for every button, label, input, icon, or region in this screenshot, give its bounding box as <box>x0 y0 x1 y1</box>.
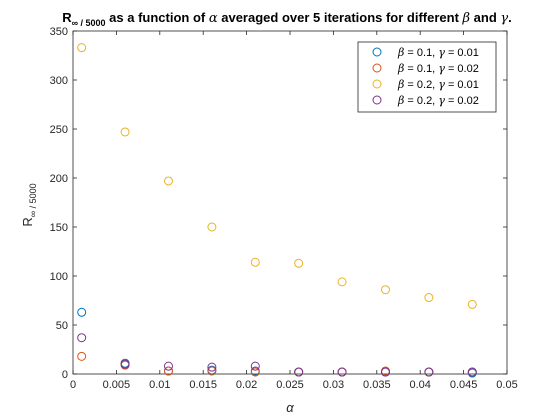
data-point <box>77 351 87 361</box>
y-tick-label: 350 <box>50 26 68 38</box>
data-point <box>77 307 87 317</box>
data-point <box>467 299 477 309</box>
legend-entry-label: β = 0.1, γ = 0.01 <box>397 46 479 59</box>
y-tick-label: 250 <box>50 124 68 136</box>
y-tick-label: 150 <box>50 222 68 234</box>
data-point <box>294 258 304 268</box>
data-point <box>250 367 260 377</box>
y-tick-label: 100 <box>50 271 68 283</box>
data-point <box>250 361 260 371</box>
data-point <box>207 222 217 232</box>
x-tick-label: 0.045 <box>450 379 478 391</box>
legend: β = 0.1, γ = 0.01 β = 0.1, γ = 0.02 β = 0.… <box>357 41 497 113</box>
y-tick-label: 50 <box>56 320 68 332</box>
x-tick-label: 0.035 <box>363 379 391 391</box>
data-point <box>207 362 217 372</box>
x-tick-label: 0.05 <box>496 379 517 391</box>
x-tick-label: 0.03 <box>323 379 344 391</box>
x-tick-label: 0.015 <box>189 379 217 391</box>
y-axis-label-symbol: R <box>20 217 35 226</box>
y-axis-label: R∞ / 5000 <box>20 183 38 226</box>
legend-entry-label: β = 0.1, γ = 0.02 <box>397 62 479 75</box>
data-point <box>250 257 260 267</box>
data-point <box>163 366 173 376</box>
legend-marker <box>372 79 382 89</box>
chart-title-symbol: R <box>62 10 72 25</box>
legend-marker <box>372 63 382 73</box>
data-point <box>380 285 390 295</box>
data-point <box>424 293 434 303</box>
data-point <box>163 176 173 186</box>
data-point <box>424 367 434 377</box>
y-tick-label: 300 <box>50 75 68 87</box>
chart-title-remainder: as a function of <box>106 10 209 25</box>
chart-title-alpha: α <box>209 11 218 26</box>
chart-title-remainder2: averaged over 5 iterations for different <box>218 10 463 25</box>
x-tick-label: 0.005 <box>103 379 131 391</box>
chart-title-remainder3: and <box>470 10 500 25</box>
data-point <box>294 367 304 377</box>
x-tick-label: 0.04 <box>409 379 430 391</box>
data-points-group <box>77 43 477 378</box>
data-point <box>337 367 347 377</box>
chart-title-beta: β <box>462 11 471 26</box>
data-point <box>77 333 87 343</box>
data-point <box>163 361 173 371</box>
y-tick-label: 0 <box>62 369 68 381</box>
data-point <box>120 127 130 137</box>
legend-entry-label: β = 0.2, γ = 0.02 <box>397 94 479 107</box>
data-point <box>467 367 477 377</box>
data-point <box>120 359 130 369</box>
x-tick-label: 0.01 <box>149 379 170 391</box>
chart-title: R∞ / 5000 as a function of α averaged ov… <box>62 10 512 28</box>
y-tick-label: 200 <box>50 173 68 185</box>
legend-marker <box>372 95 382 105</box>
legend-entry-label: β = 0.2, γ = 0.01 <box>397 78 479 91</box>
chart-title-gamma: γ <box>500 11 508 26</box>
x-tick-label: 0.02 <box>236 379 257 391</box>
x-axis-label: α <box>286 400 294 415</box>
legend-marker <box>372 47 382 57</box>
data-point <box>380 367 390 377</box>
chart-title-subscript: ∞ / 5000 <box>72 18 106 28</box>
x-tick-label: 0 <box>70 379 76 391</box>
chart-title-remainder4: . <box>508 10 512 25</box>
data-point <box>337 277 347 287</box>
axes-group: 0 0.005 0.01 0.015 0.02 0.025 0.03 0.035 0.04 0.0… <box>50 26 518 391</box>
data-point <box>207 366 217 376</box>
data-point <box>77 43 87 53</box>
x-tick-label: 0.025 <box>276 379 304 391</box>
y-axis-label-subscript: ∞ / 5000 <box>28 183 38 217</box>
